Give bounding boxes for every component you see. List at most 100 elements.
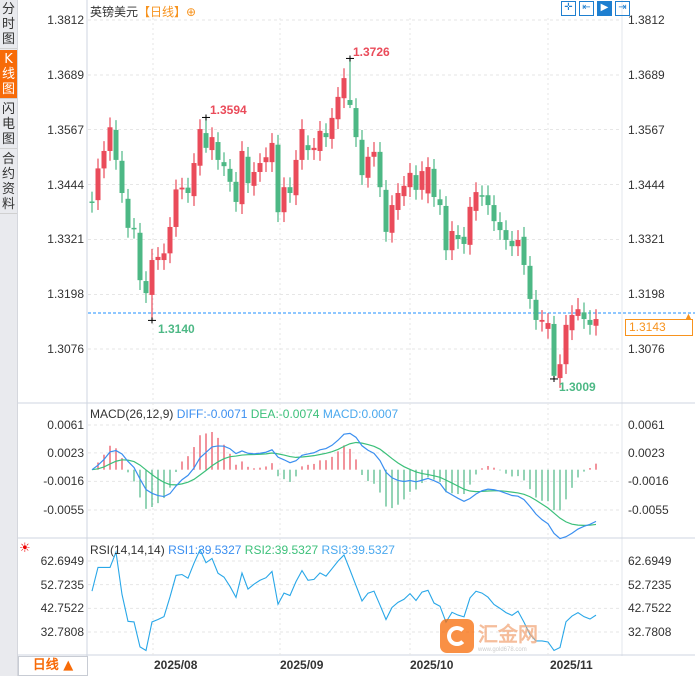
watermark-url: www.gold678.com: [478, 647, 527, 653]
candle-body: [347, 100, 353, 105]
circle-plus-icon[interactable]: ⊕: [186, 5, 197, 19]
candle-body: [275, 144, 281, 213]
candle-body: [389, 205, 395, 233]
candle-body: [569, 315, 575, 331]
current-price-tag: 1.3143: [625, 319, 693, 336]
date-label: 2025/09: [280, 658, 324, 672]
candle-body: [185, 187, 191, 193]
high-annotation: 1.3594: [210, 103, 247, 117]
candle-body: [455, 235, 461, 240]
tab-contract-info[interactable]: 合约资料: [0, 150, 17, 214]
goto-end-icon[interactable]: ⇥: [615, 1, 630, 16]
candle-body: [95, 168, 101, 201]
candle-body: [503, 230, 509, 240]
macd-tick-left: -0.0055: [43, 503, 84, 517]
candle-body: [245, 156, 251, 184]
price-tick-right: 1.3689: [628, 67, 665, 82]
candle-body: [401, 185, 407, 197]
candle-body: [341, 78, 347, 99]
price-tick-right: 1.3444: [628, 177, 665, 192]
macd-tick-right: 0.0023: [628, 445, 665, 460]
macd-legend: MACD(26,12,9) DIFF:-0.0071 DEA:-0.0074 M…: [90, 407, 398, 421]
candle-body: [377, 151, 383, 188]
rsi-tick-right: 42.7522: [628, 601, 672, 616]
candle-body: [437, 199, 443, 206]
rsi-tick-right: 62.6949: [628, 554, 672, 568]
date-label: 2025/11: [550, 658, 593, 672]
candle-body: [239, 150, 245, 205]
candle-body: [563, 324, 569, 365]
crosshair-icon[interactable]: ✛: [561, 1, 576, 16]
candle-body: [491, 205, 497, 222]
candle-body: [413, 175, 419, 190]
candle-body: [311, 147, 317, 151]
candle-body: [323, 133, 329, 138]
candle-body: [545, 323, 551, 329]
candle-body: [143, 281, 149, 294]
candle-body: [449, 230, 455, 251]
price-tick-right: 1.3567: [628, 122, 665, 137]
candle-body: [221, 162, 227, 167]
candle-body: [155, 256, 161, 261]
candle-body: [551, 323, 557, 376]
candle-body: [197, 129, 203, 166]
macd-tick-left: 0.0023: [47, 445, 84, 460]
candle-body: [521, 236, 527, 265]
zoom-left-icon[interactable]: ⇤: [579, 1, 594, 16]
tab-kline[interactable]: K线图: [0, 50, 17, 99]
candle-body: [293, 159, 299, 196]
high-annotation: 1.3726: [353, 45, 390, 59]
candle-body: [107, 127, 113, 151]
candle-body: [203, 133, 209, 148]
candle-body: [371, 151, 377, 157]
candle-body: [425, 167, 431, 194]
candle-body: [233, 181, 239, 202]
rsi-tick-right: 52.7235: [628, 577, 672, 592]
candle-body: [191, 163, 197, 197]
watermark-text: 汇金网: [478, 622, 538, 646]
settings-sun-icon[interactable]: ☀: [19, 540, 31, 555]
zoom-right-icon[interactable]: ▶: [597, 1, 612, 16]
macd-diff: DIFF:-0.0071: [176, 407, 248, 421]
candle-body: [407, 172, 413, 188]
price-tick-right: 1.3076: [628, 342, 665, 356]
toolbar: ✛ ⇤ ▶ ⇥: [561, 1, 630, 16]
candle-body: [215, 142, 221, 160]
candle-body: [497, 222, 503, 231]
rsi-legend: RSI(14,14,14) RSI1:39.5327 RSI2:39.5327 …: [90, 543, 395, 557]
candle-body: [137, 232, 143, 281]
macd-tick-right: 0.0061: [628, 418, 665, 432]
candle-body: [167, 226, 173, 254]
price-tick-left: 1.3444: [47, 177, 84, 192]
period-button[interactable]: 日线 ▲: [18, 656, 88, 676]
candle-body: [179, 187, 185, 190]
price-tick-left: 1.3076: [47, 342, 84, 356]
candle-body: [317, 130, 323, 151]
tab-flash[interactable]: 闪电图: [0, 100, 17, 149]
macd-dea: DEA:-0.0074: [250, 407, 320, 421]
candle-body: [395, 192, 401, 210]
price-tick-right: 1.3321: [628, 232, 665, 247]
rsi-tick-left: 32.7808: [40, 625, 84, 639]
candle-body: [101, 150, 107, 169]
candle-body: [485, 195, 491, 206]
macd-tick-left: -0.0016: [43, 474, 84, 489]
price-tick-left: 1.3321: [47, 232, 84, 247]
rsi-tick-left: 42.7522: [40, 601, 84, 616]
rsi3: RSI3:39.5327: [321, 543, 395, 557]
candle-body: [533, 299, 539, 320]
candle-body: [113, 129, 119, 160]
candle-body: [257, 163, 263, 172]
rsi-label: RSI(14,14,14): [90, 543, 165, 557]
tab-intraday[interactable]: 分时图: [0, 0, 17, 49]
candle-body: [299, 129, 305, 160]
caret-up-icon: ▲: [684, 311, 693, 321]
period-label[interactable]: 【日线】: [138, 5, 187, 19]
candle-body: [419, 171, 425, 190]
candle-body: [527, 265, 533, 299]
candle-body: [467, 206, 473, 245]
candle-body: [443, 205, 449, 251]
macd-tick-right: -0.0016: [628, 474, 669, 489]
price-tick-left: 1.3567: [47, 122, 84, 137]
